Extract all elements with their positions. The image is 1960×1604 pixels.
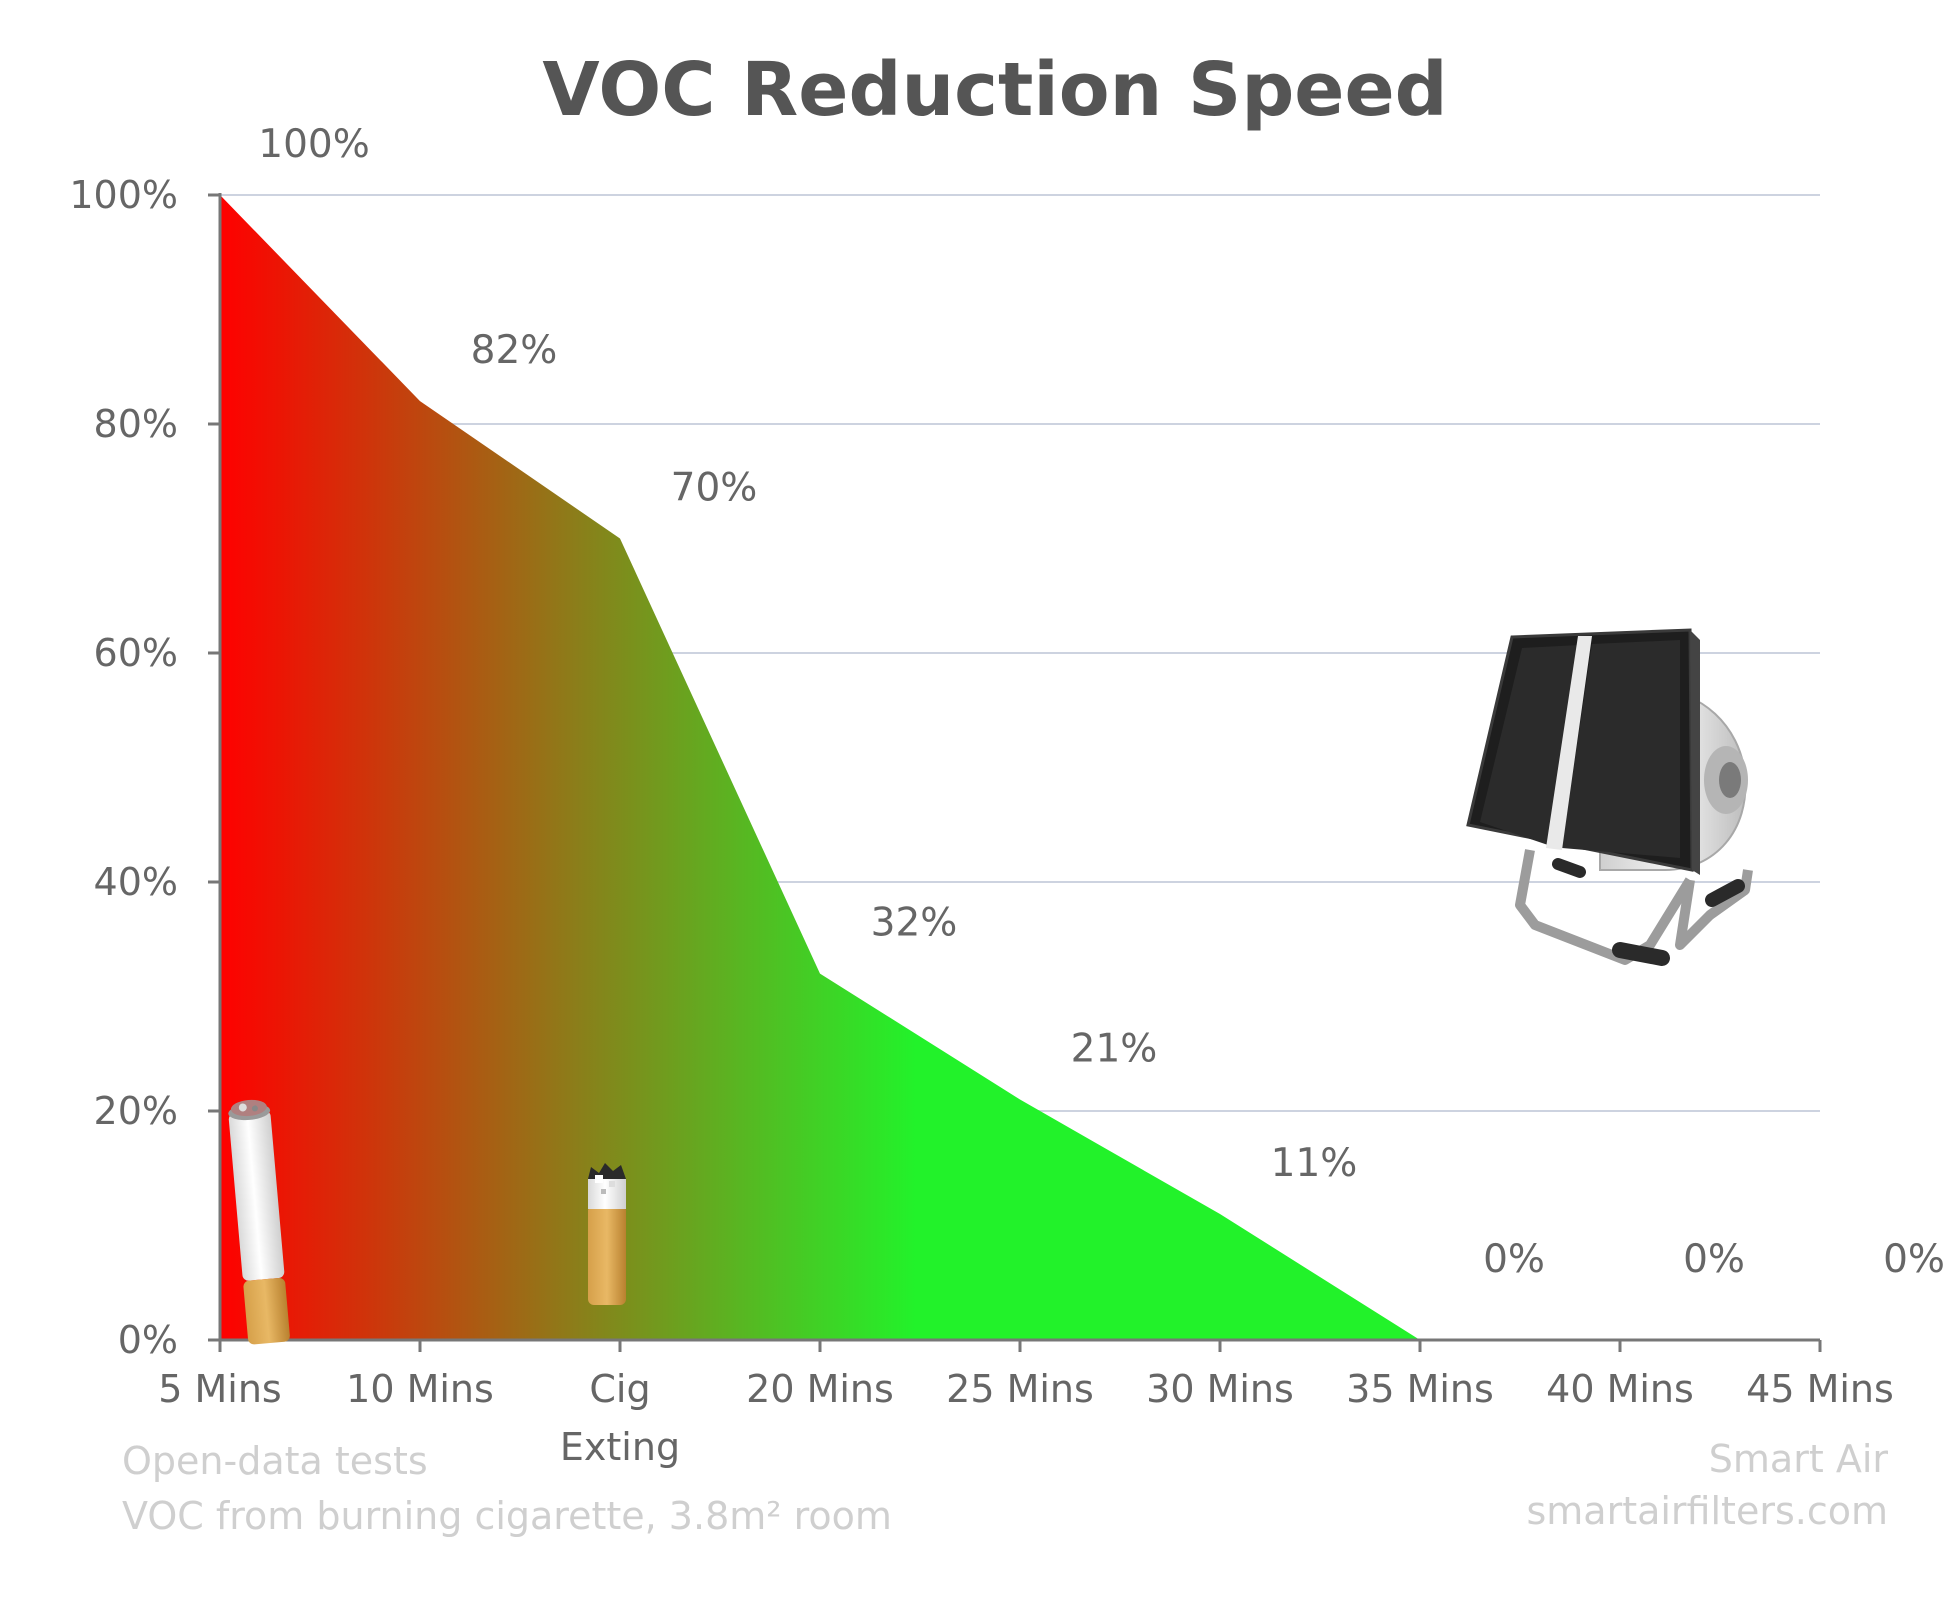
area-layer xyxy=(220,195,1820,1340)
x-tick-label: 45 Mins xyxy=(1746,1367,1894,1411)
footer-brand: Smart Air xyxy=(1709,1437,1889,1481)
x-axis-ticks: 5 Mins 10 Mins Cig Exting 20 Mins 25 Mins 30 M… xyxy=(158,1340,1894,1469)
data-label: 32% xyxy=(871,901,958,946)
y-tick-label: 80% xyxy=(94,402,178,446)
data-label: 82% xyxy=(471,328,558,373)
x-tick-label: 20 Mins xyxy=(746,1367,894,1411)
y-tick-label: 0% xyxy=(118,1318,178,1362)
area-series xyxy=(220,195,1820,1340)
data-label: 0% xyxy=(1883,1237,1945,1282)
x-tick-label: Cig xyxy=(589,1367,650,1411)
data-label: 11% xyxy=(1271,1141,1358,1186)
chart-title: VOC Reduction Speed xyxy=(542,47,1447,133)
data-label: 0% xyxy=(1683,1237,1745,1282)
data-label: 100% xyxy=(258,122,370,167)
x-tick-label: 25 Mins xyxy=(946,1367,1094,1411)
y-tick-label: 100% xyxy=(69,173,178,217)
x-tick-label: 40 Mins xyxy=(1546,1367,1694,1411)
cigarette-icon xyxy=(228,1099,290,1345)
air-purifier-icon xyxy=(1466,628,1753,966)
x-tick-label: 35 Mins xyxy=(1346,1367,1494,1411)
x-tick-label: 10 Mins xyxy=(346,1367,494,1411)
footer-website: smartairfilters.com xyxy=(1526,1489,1888,1533)
data-label: 21% xyxy=(1071,1027,1158,1072)
footer-source: Open-data tests xyxy=(122,1439,428,1483)
data-label: 0% xyxy=(1483,1237,1545,1282)
x-tick-label: 5 Mins xyxy=(158,1367,281,1411)
y-tick-label: 60% xyxy=(94,631,178,675)
y-tick-label: 20% xyxy=(94,1089,178,1133)
cigarette-butt-icon xyxy=(588,1163,626,1305)
y-tick-label: 40% xyxy=(94,860,178,904)
x-tick-label: 30 Mins xyxy=(1146,1367,1294,1411)
y-axis-ticks: 0% 20% 40% 60% 80% 100% xyxy=(69,173,220,1362)
data-labels: 100% 82% 70% 32% 21% 11% 0% 0% 0% xyxy=(258,122,1945,1282)
footer-description: VOC from burning cigarette, 3.8m² room xyxy=(122,1494,892,1538)
data-label: 70% xyxy=(671,466,758,511)
x-tick-label: Exting xyxy=(560,1425,680,1469)
